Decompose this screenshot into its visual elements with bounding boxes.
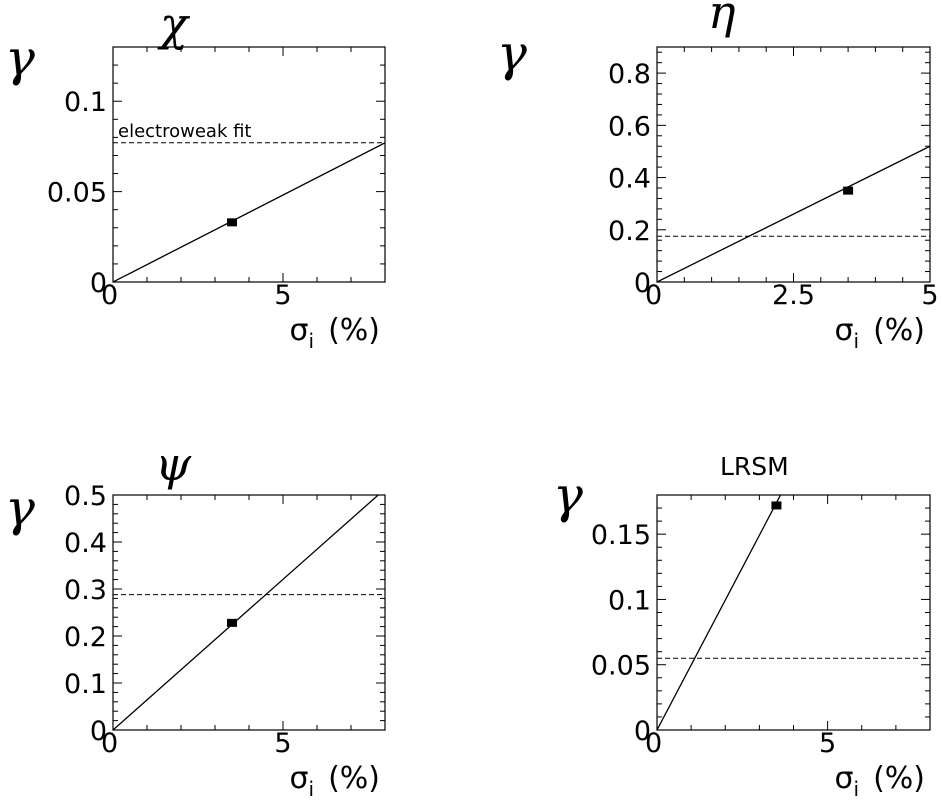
y-axis-title: γ [497,24,527,82]
y-tick-label: 0.4 [64,528,107,559]
x-axis-title-unit: (%) [328,761,380,796]
y-tick-label: 0.15 [591,520,651,551]
x-axis-title-unit: (%) [873,313,925,348]
chart-panel-2: 0 0.2 0.4 0.6 0.8 0 2.5 5 σi (%) γ η [497,0,939,353]
panel-title: LRSM [720,452,789,481]
y-tick-label: 0.4 [608,164,651,195]
y-tick-label: 0.6 [608,111,651,142]
gamma-line [113,142,385,282]
plot-area [113,142,385,282]
x-tick-label: 0 [645,728,662,759]
chart-panel-3: 0 0.1 0.2 0.3 0.4 0.5 0 5σi (%) γ ψ [5,437,386,801]
y-tick-label: 0 [90,716,107,747]
data-point [843,186,854,195]
x-tick-label: 0 [101,728,118,759]
x-tick-label: 0 [645,280,662,311]
x-axis-title-subscript: i [854,329,860,353]
panel-title: η [708,0,736,39]
x-tick-label: 0 [101,280,118,311]
x-axis-title-unit: (%) [328,313,380,348]
y-axis-title: γ [5,29,35,87]
chart-panel-4: 0 0.05 0.1 0.15 0 5σi (%) γ LRSM [553,452,931,801]
y-tick-label: 0 [90,268,107,299]
x-tick-label: 2.5 [772,280,815,311]
y-tick-label: 0.2 [608,216,651,247]
x-tick-label: 5 [819,728,836,759]
gamma-line [657,495,782,730]
x-axis-title: σi (%) [290,313,381,353]
y-tick-label: 0 [634,268,651,299]
chart-panel-1: 0 0.05 0.1 0 5σi (%) γ χ electroweak fit [5,0,386,353]
x-axis-title-symbol: σ [290,313,309,348]
y-tick-label: 0.2 [64,622,107,653]
gamma-line [657,145,930,282]
x-axis-title-symbol: σ [835,761,854,796]
panel-title: χ [157,0,191,51]
x-axis-title-subscript: i [309,777,315,801]
y-tick-label: 0.1 [608,585,651,616]
x-axis-title-unit: (%) [873,761,925,796]
data-point [227,218,237,227]
x-axis-title-subscript: i [309,329,315,353]
data-point [227,618,237,627]
data-point [771,501,782,510]
x-tick-label: 5 [921,280,938,311]
plot-frame [112,46,386,283]
x-tick-label: 5 [274,280,291,311]
y-tick-label: 0.05 [591,651,651,682]
x-axis-title-subscript: i [854,777,860,801]
x-axis-title-symbol: σ [835,313,854,348]
y-tick-label: 0.1 [64,87,107,118]
plot-frame [112,494,386,731]
x-tick-label: 5 [274,728,291,759]
x-axis-title: σi (%) [290,761,381,801]
plot-frame [656,46,931,283]
gamma-line [113,495,379,730]
y-tick-label: 0.3 [64,575,107,606]
reference-line-label: electroweak fit [118,121,252,142]
y-axis-title: γ [5,479,35,537]
plot-area [657,145,930,282]
panel-title: ψ [155,437,192,491]
y-tick-label: 0.1 [64,669,107,700]
y-tick-label: 0.8 [608,59,651,90]
plot-frame [656,494,931,731]
plot-area [113,495,385,730]
y-tick-label: 0.5 [64,481,107,512]
plot-area [657,495,930,730]
y-tick-label: 0 [634,716,651,747]
y-axis-title: γ [553,466,583,524]
y-tick-label: 0.05 [47,178,107,209]
x-axis-title: σi (%) [835,313,926,353]
x-axis-title-symbol: σ [290,761,309,796]
x-axis-title: σi (%) [835,761,926,801]
